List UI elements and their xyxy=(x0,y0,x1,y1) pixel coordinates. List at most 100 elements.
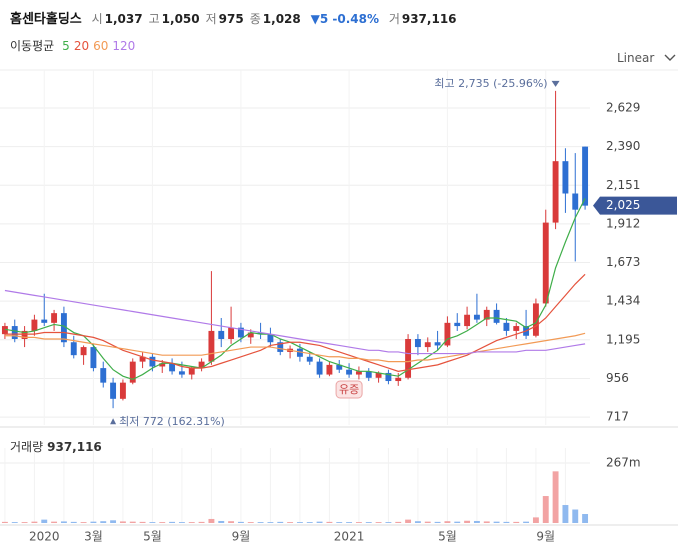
candle-body xyxy=(385,372,392,382)
candle-body xyxy=(582,146,589,206)
low-annotation: 최저 772 (162.31%) xyxy=(119,415,225,428)
legend-entry: 5 xyxy=(62,39,70,53)
candle-body xyxy=(198,361,205,369)
x-tick-label: 2020 xyxy=(29,530,60,544)
ma-line xyxy=(4,289,586,355)
field-label: 고 xyxy=(148,12,160,26)
y-tick-label: 717 xyxy=(606,410,629,424)
volume-bar xyxy=(41,519,48,523)
volume-bar xyxy=(228,521,235,523)
candle-body xyxy=(149,356,156,367)
legend[interactable]: 이동평균 5 20 60 120 xyxy=(10,37,135,54)
legend-entry: 60 xyxy=(93,39,109,53)
candle-body xyxy=(169,363,176,372)
candle-body xyxy=(90,347,97,369)
x-tick-label: 9월 xyxy=(536,530,555,544)
volume-bar xyxy=(464,520,471,523)
volume-bar xyxy=(208,518,215,523)
volume-bar xyxy=(454,521,461,523)
fields: 시 1,037 고 1,050 저 975 종 1,028 xyxy=(92,12,307,26)
volume-bar xyxy=(119,521,126,523)
candle-body xyxy=(444,322,451,346)
candle-body xyxy=(100,368,107,383)
volume-bar xyxy=(582,514,589,523)
price-tag xyxy=(593,196,677,215)
candle-body xyxy=(473,314,480,320)
candle-body xyxy=(513,326,520,331)
volume-bar xyxy=(483,521,490,523)
y-tick-label: 2,151 xyxy=(606,178,640,192)
y-tick-label: 2,390 xyxy=(606,139,640,153)
candle-body xyxy=(60,313,67,343)
volume-bar xyxy=(414,521,421,523)
candle-body xyxy=(355,371,362,375)
volume-bar xyxy=(100,521,107,523)
change-pct: -0.48% xyxy=(332,12,379,26)
y-tick-label: 1,195 xyxy=(606,332,640,346)
field-label: 거 xyxy=(388,12,400,26)
candle-body xyxy=(208,330,215,362)
field-value: 1,028 xyxy=(262,12,301,26)
candle-body xyxy=(483,309,490,320)
volume-bar xyxy=(31,521,38,523)
candle-body xyxy=(70,342,77,356)
candle-body xyxy=(178,371,185,375)
candle-body xyxy=(464,314,471,327)
change-arrow: ▼ xyxy=(310,12,320,26)
volume-bar xyxy=(267,522,274,523)
volume-bar xyxy=(513,521,520,523)
candle-body xyxy=(572,193,579,210)
volume-bar xyxy=(198,521,205,523)
v-tick-label: 267m xyxy=(606,456,641,470)
volume-bar xyxy=(444,521,451,523)
volume-bar xyxy=(51,521,58,523)
field-label: 종 xyxy=(249,12,261,26)
volume-bar xyxy=(218,520,225,523)
volume-bar xyxy=(287,522,294,523)
volume-bar xyxy=(326,521,333,523)
candle-body xyxy=(454,322,461,327)
volume-bar xyxy=(178,522,185,523)
candle-body xyxy=(375,372,382,378)
candle-body xyxy=(139,356,146,362)
legend-entry: 120 xyxy=(112,39,136,53)
volume-bar xyxy=(562,505,569,523)
scale-select[interactable]: Linear xyxy=(617,51,676,65)
volume-bar xyxy=(188,522,195,523)
field-label: 시 xyxy=(91,12,103,26)
volume-title: 거래량 937,116 xyxy=(10,440,102,454)
volume-bar xyxy=(355,522,362,523)
volume-bar xyxy=(21,522,28,523)
price-tag-label: 2,025 xyxy=(606,198,640,212)
candle-body xyxy=(21,330,28,339)
candle-body xyxy=(218,330,225,339)
volume-bar xyxy=(257,522,264,523)
candle-body xyxy=(1,326,8,335)
volume-bar xyxy=(11,522,18,523)
candle-body xyxy=(414,338,421,348)
candle-body xyxy=(532,303,539,336)
candle-body xyxy=(424,342,431,348)
volume-label: 거래량 xyxy=(10,440,43,454)
x-tick-label: 3월 xyxy=(84,530,103,544)
volume-bar xyxy=(129,521,136,523)
candle-body xyxy=(159,363,166,367)
event-tag xyxy=(335,380,363,399)
candle-body xyxy=(267,334,274,343)
volume-bar xyxy=(385,522,392,523)
low-marker xyxy=(110,418,117,425)
candle-body xyxy=(365,371,372,378)
high-marker xyxy=(551,80,560,87)
volume-bar xyxy=(247,522,254,523)
volume-bar xyxy=(90,521,97,523)
candle-body xyxy=(395,377,402,382)
legend-title: 이동평균 xyxy=(10,39,55,53)
x-tick-label: 2021 xyxy=(334,530,365,544)
volume-bar xyxy=(542,496,549,523)
volume-bar xyxy=(532,517,539,523)
candle-body xyxy=(552,161,559,223)
candle-body xyxy=(306,356,313,362)
candle-body xyxy=(542,222,549,304)
volume-bar xyxy=(493,521,500,523)
